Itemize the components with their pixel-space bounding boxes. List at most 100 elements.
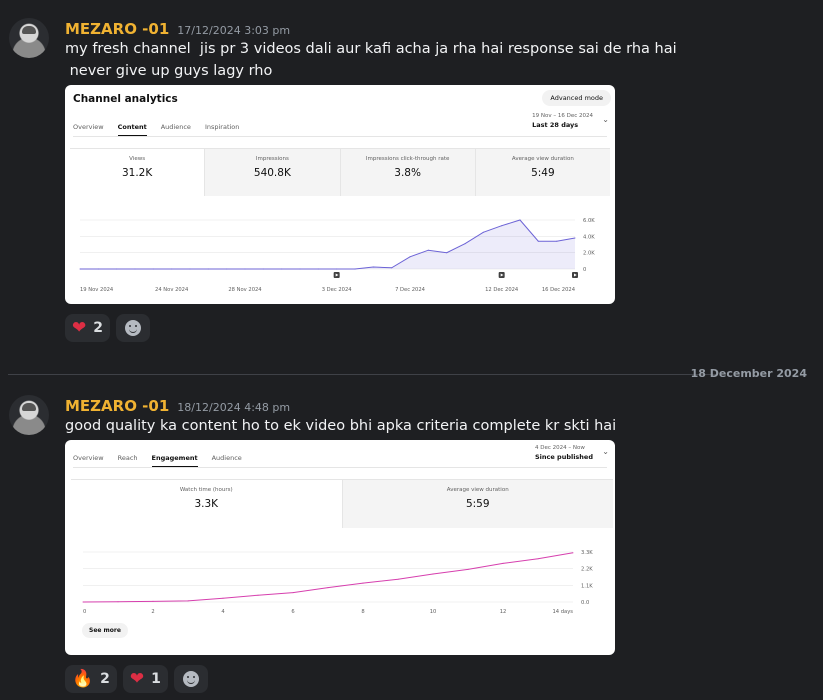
data-point: [354, 268, 356, 270]
date-divider-line: [8, 374, 718, 375]
reaction-heart[interactable]: ❤ 2: [65, 314, 110, 342]
data-point: [391, 267, 393, 269]
data-point: [409, 256, 411, 258]
x-tick-label: 24 Nov 2024: [155, 287, 189, 293]
date-range-dates: 4 Dec 2024 – Now: [534, 445, 585, 451]
metric-watch-time: Watch time (hours) 3.3K: [71, 480, 342, 528]
x-tick-label: 7 Dec 2024: [395, 287, 426, 293]
reaction-fire-heart[interactable]: 🔥 2: [65, 665, 117, 693]
metric-value: 5:59: [465, 498, 490, 510]
chevron-down-icon: ⌄: [602, 447, 609, 456]
see-more-button: See more: [82, 623, 128, 638]
x-tick-label: 19 Nov 2024: [80, 287, 114, 293]
metric-ctr: Impressions click-through rate 3.8%: [339, 149, 475, 196]
avatar[interactable]: [9, 395, 49, 435]
data-point: [171, 268, 173, 270]
analytics-screenshot-1[interactable]: Channel analytics Advanced mode Overview…: [65, 85, 615, 304]
reaction-heart[interactable]: ❤ 1: [122, 665, 168, 693]
tab-reach: Reach: [117, 454, 138, 462]
x-tick-label: 2: [151, 609, 154, 615]
date-range-label: Since published: [534, 453, 593, 461]
data-point: [189, 268, 191, 270]
x-tick-label: 8: [361, 609, 364, 615]
metric-avd: Average view duration 5:59: [341, 480, 613, 528]
data-point: [467, 568, 469, 570]
data-point: [372, 266, 374, 268]
y-tick-label: 0.0: [581, 600, 589, 606]
date-divider: 18 December 2024: [690, 367, 807, 380]
data-point: [501, 225, 503, 227]
message-header: MEZARO -01 18/12/2024 4:48 pm: [65, 397, 290, 415]
series-area: [80, 220, 575, 269]
x-tick-label: 10: [430, 609, 437, 615]
reactions-bar: ❤ 2: [65, 314, 150, 342]
x-tick-label: 0: [83, 609, 86, 615]
data-point: [427, 249, 429, 251]
date-range: 4 Dec 2024 – Now Since published: [535, 444, 593, 462]
message-header: MEZARO -01 17/12/2024 3:03 pm: [65, 20, 290, 38]
data-point: [97, 268, 99, 270]
data-point: [79, 268, 81, 270]
data-point: [519, 219, 521, 221]
x-tick-label: 12 Dec 2024: [485, 287, 519, 293]
y-tick-label: 6.0K: [583, 218, 595, 224]
y-tick-label: 2.0K: [583, 251, 595, 257]
analytics-screenshot-2[interactable]: Overview Reach Engagement Audience 4 Dec…: [65, 440, 615, 655]
timestamp: 17/12/2024 3:03 pm: [177, 24, 291, 37]
data-point: [432, 573, 434, 575]
timestamp: 18/12/2024 4:48 pm: [177, 401, 291, 414]
x-tick-label: 16 Dec 2024: [542, 287, 576, 293]
add-reaction-button[interactable]: [173, 665, 208, 693]
data-point: [537, 558, 539, 560]
data-point: [572, 552, 574, 554]
views-chart: 6.0K 4.0K 2.0K 0 19 Nov 2024 24 Nov 2024 28 No…: [79, 218, 595, 293]
y-tick-label: 1.1K: [581, 583, 593, 589]
metric-label: Views: [129, 156, 146, 162]
data-point: [556, 240, 558, 242]
data-point: [116, 268, 118, 270]
smile-icon: [125, 320, 141, 336]
data-point: [397, 578, 399, 580]
username[interactable]: MEZARO -01: [65, 20, 170, 38]
data-point: [464, 243, 466, 245]
data-point: [222, 597, 224, 599]
tab-engagement: Engagement: [151, 454, 198, 467]
x-tick-label: 6: [291, 609, 294, 615]
message-line-2: never give up guys lagy rho: [65, 63, 273, 79]
metric-avd: Average view duration 5:49: [474, 149, 610, 196]
data-point: [262, 268, 264, 270]
data-point: [574, 237, 576, 239]
data-point: [281, 268, 283, 270]
data-point: [327, 587, 329, 589]
y-tick-label: 2.2K: [581, 567, 593, 573]
chevron-down-icon: ⌄: [602, 115, 609, 124]
message-line-1: good quality ka content ho to ek video b…: [65, 418, 617, 434]
data-point: [292, 592, 294, 594]
x-tick-label: 3 Dec 2024: [322, 287, 353, 293]
metric-label: Average view duration: [446, 487, 509, 493]
avatar[interactable]: [9, 18, 49, 58]
data-point: [187, 600, 189, 602]
metric-value: 5:49: [531, 167, 555, 179]
date-range: 19 Nov – 16 Dec 2024 Last 28 days: [532, 112, 593, 130]
data-point: [152, 600, 154, 602]
video-marker-icon: [498, 272, 505, 278]
date-range-dates: 19 Nov – 16 Dec 2024: [532, 113, 593, 119]
x-tick-label: 14 days: [553, 609, 574, 615]
metric-cards: Watch time (hours) 3.3K Average view dur…: [71, 479, 613, 528]
tab-overview: Overview: [73, 454, 104, 462]
card-title: Channel analytics: [73, 93, 178, 105]
reactions-bar: 🔥 2 ❤ 1: [65, 665, 208, 693]
metric-value: 3.3K: [194, 498, 219, 510]
y-tick-label: 0: [583, 267, 586, 273]
username[interactable]: MEZARO -01: [65, 397, 170, 415]
video-marker-icon: [572, 272, 578, 278]
heart-icon: ❤: [129, 668, 145, 689]
analytics-tabs: Overview Reach Engagement Audience: [73, 454, 242, 467]
heart-icon: ❤: [72, 317, 87, 338]
data-point: [336, 268, 338, 270]
add-reaction-button[interactable]: [116, 314, 150, 342]
metric-value: 31.2K: [121, 167, 153, 179]
date-range-label: Last 28 days: [532, 121, 579, 129]
metric-value: 540.8K: [253, 167, 291, 179]
